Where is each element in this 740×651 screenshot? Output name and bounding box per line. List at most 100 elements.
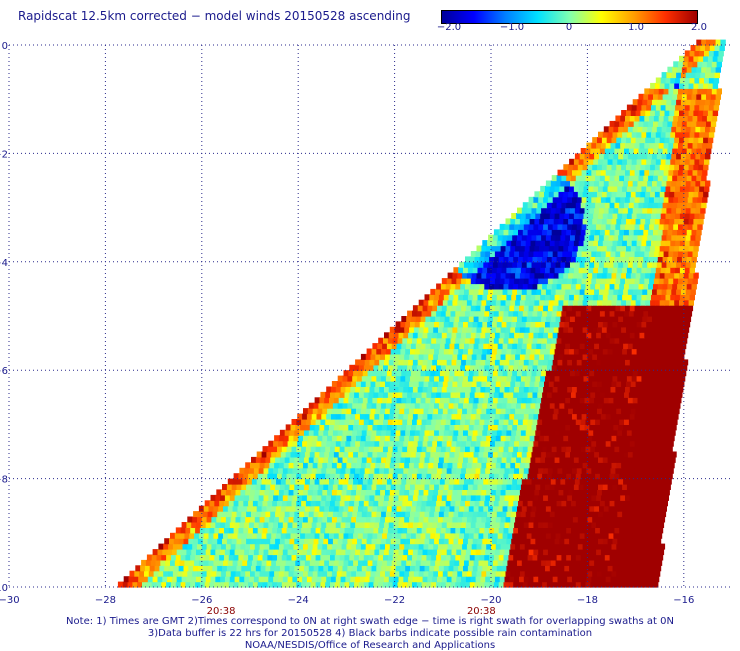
swath-cell (448, 484, 454, 490)
swath-cell (597, 516, 603, 523)
swath-cell (612, 267, 618, 274)
swath-cell (405, 565, 411, 572)
swath-cell (644, 386, 650, 393)
swath-cell (558, 245, 564, 252)
swath-cell (491, 489, 497, 496)
swath-cell (480, 467, 486, 474)
swath-cell (421, 337, 427, 344)
swath-cell (167, 576, 173, 583)
swath-cell (438, 299, 444, 306)
swath-cell (326, 576, 332, 583)
swath-cell (628, 581, 635, 588)
swath-cell (514, 576, 520, 583)
swath-cell (675, 375, 681, 382)
swath-cell (287, 576, 293, 583)
swath-cell (158, 570, 164, 577)
swath-cell (290, 532, 296, 539)
swath-cell (637, 343, 643, 350)
swath-cell (485, 332, 491, 339)
swath-cell (351, 543, 357, 550)
swath-cell (416, 310, 423, 317)
swath-cell (336, 435, 343, 442)
swath-cell (602, 375, 609, 382)
swath-cell (529, 326, 535, 333)
swath-cell (275, 511, 281, 518)
swath-cell (440, 527, 447, 534)
swath-cell (331, 408, 338, 415)
swath-cell (449, 370, 455, 377)
swath-cell (439, 370, 446, 377)
swath-cell (495, 299, 502, 306)
swath-cell (527, 364, 533, 371)
swath-cell (278, 462, 285, 469)
swath-cell (390, 456, 397, 463)
swath-cell (481, 543, 487, 550)
swath-cell (304, 505, 311, 512)
swath-cell (286, 446, 292, 453)
swath-cell (356, 435, 362, 442)
swath-cell (287, 549, 293, 556)
swath-cell (584, 261, 590, 268)
swath-cell (459, 532, 465, 539)
swath-cell (402, 500, 408, 507)
swath-cell (606, 272, 613, 279)
swath-cell (432, 440, 438, 447)
swath-cell (378, 581, 384, 588)
swath-cell (323, 484, 329, 490)
swath-cell (430, 343, 436, 350)
swath-cell (324, 478, 330, 485)
swath-cell (350, 576, 356, 583)
swath-cell (667, 337, 673, 344)
swath-cell (572, 353, 579, 360)
swath-cell (613, 288, 619, 295)
swath-cell (519, 543, 526, 550)
swath-cell (419, 321, 426, 328)
swath-cell (351, 435, 357, 442)
swath-cell (253, 549, 260, 556)
swath-cell (553, 326, 560, 333)
swath-cell (596, 278, 602, 285)
swath-cell (613, 451, 619, 458)
swath-cell (487, 456, 493, 463)
swath-cell (438, 511, 445, 518)
swath-cell (658, 386, 665, 393)
swath-cell (507, 505, 513, 512)
swath-cell (683, 245, 690, 252)
swath-cell (260, 511, 266, 518)
swath-cell (566, 283, 572, 290)
swath-cell (438, 381, 444, 387)
swath-cell (341, 408, 347, 415)
swath-cell (628, 283, 635, 290)
swath-cell (357, 538, 363, 545)
swath-cell (586, 332, 592, 339)
swath-cell (463, 538, 469, 545)
swath-cell (417, 440, 424, 447)
swath-cell (260, 484, 266, 490)
swath-cell (509, 251, 515, 257)
swath-cell (463, 375, 469, 382)
swath-cell (593, 294, 599, 301)
swath-cell (230, 570, 237, 577)
swath-cell (500, 381, 506, 387)
swath-cell (470, 494, 477, 501)
swath-cell (663, 494, 669, 501)
swath-cell (386, 397, 393, 404)
swath-cell (487, 402, 493, 409)
swath-cell (298, 516, 304, 523)
swath-cell (574, 370, 581, 377)
swath-cell (554, 429, 560, 436)
swath-cell (501, 375, 507, 382)
swath-cell (606, 516, 613, 523)
swath-cell (388, 467, 395, 474)
swath-cell (407, 527, 413, 534)
swath-cell (564, 511, 570, 518)
swath-cell (459, 424, 465, 431)
swath-cell (308, 429, 315, 436)
swath-cell (668, 359, 674, 366)
swath-cell (513, 337, 519, 344)
swath-cell (477, 429, 483, 436)
swath-cell (423, 326, 429, 333)
swath-cell (203, 505, 210, 512)
swath-cell (596, 386, 602, 393)
swath-cell (669, 353, 675, 360)
